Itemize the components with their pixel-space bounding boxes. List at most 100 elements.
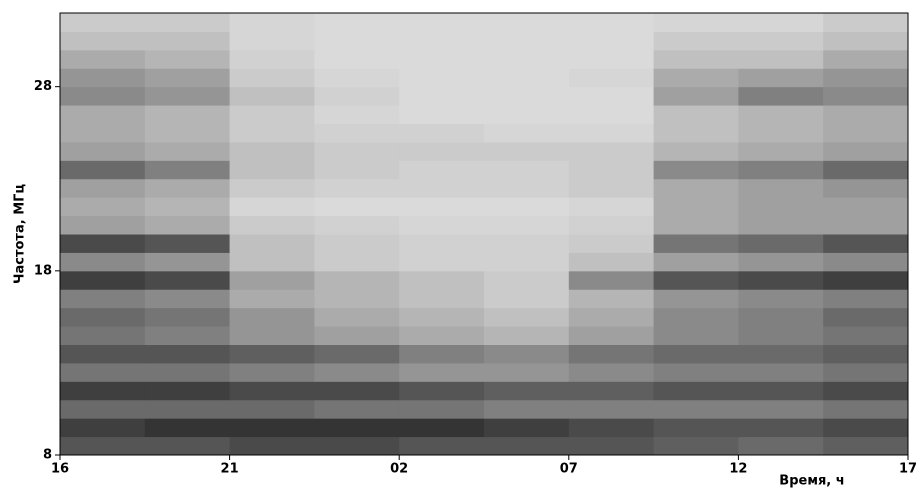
heat-cell xyxy=(230,289,315,308)
x-axis-label: Время, ч xyxy=(779,474,844,489)
heat-cell xyxy=(145,437,230,456)
heat-cell xyxy=(484,50,569,69)
heat-cell xyxy=(738,437,823,456)
heat-cell xyxy=(145,50,230,69)
heat-cell xyxy=(145,124,230,143)
heat-cell xyxy=(399,124,484,143)
heat-cell xyxy=(314,234,399,253)
heat-cell xyxy=(569,252,654,271)
heat-cell xyxy=(314,105,399,124)
heat-cell xyxy=(314,197,399,216)
heat-cell xyxy=(60,437,145,456)
heat-cell xyxy=(823,124,908,143)
heat-cell xyxy=(230,308,315,327)
heat-cell xyxy=(60,234,145,253)
x-tick-label: 17 xyxy=(899,462,917,477)
heat-cell xyxy=(569,87,654,106)
heat-cell xyxy=(484,142,569,161)
heat-cell xyxy=(314,363,399,382)
heat-cell xyxy=(230,105,315,124)
heat-cell xyxy=(569,160,654,179)
y-tick-label: 28 xyxy=(34,79,52,94)
heat-cell xyxy=(569,345,654,364)
heat-cell xyxy=(823,400,908,419)
heat-cell xyxy=(484,437,569,456)
heat-cell xyxy=(145,289,230,308)
heat-cell xyxy=(230,418,315,437)
heat-cell xyxy=(399,308,484,327)
heat-cell xyxy=(484,197,569,216)
heat-cell xyxy=(60,13,145,32)
heat-cell xyxy=(145,197,230,216)
heat-cell xyxy=(484,326,569,345)
heat-cell xyxy=(230,31,315,50)
heat-cell xyxy=(60,345,145,364)
heat-cell xyxy=(823,363,908,382)
heat-cell xyxy=(399,142,484,161)
heat-cell xyxy=(823,345,908,364)
heat-cell xyxy=(654,160,739,179)
heat-cell xyxy=(399,31,484,50)
heat-cell xyxy=(484,105,569,124)
heat-cell xyxy=(738,50,823,69)
heat-cell xyxy=(314,179,399,198)
heat-cell xyxy=(738,381,823,400)
heat-cell xyxy=(60,326,145,345)
heat-cell xyxy=(823,216,908,235)
heat-cell xyxy=(484,271,569,290)
heat-cell xyxy=(484,418,569,437)
heat-cell xyxy=(145,381,230,400)
heat-cell xyxy=(145,160,230,179)
heat-cell xyxy=(569,400,654,419)
heat-cell xyxy=(399,345,484,364)
heat-cell xyxy=(399,160,484,179)
heat-cell xyxy=(654,124,739,143)
heat-cell xyxy=(823,142,908,161)
heat-cell xyxy=(654,418,739,437)
heat-cell xyxy=(145,142,230,161)
heat-cell xyxy=(654,271,739,290)
heat-cell xyxy=(60,308,145,327)
heat-cell xyxy=(823,160,908,179)
heat-cell xyxy=(654,289,739,308)
heat-cell xyxy=(484,234,569,253)
heat-cell xyxy=(738,124,823,143)
heat-cell xyxy=(569,381,654,400)
heat-cell xyxy=(484,345,569,364)
heat-cell xyxy=(484,308,569,327)
heat-cell xyxy=(145,87,230,106)
heat-cell xyxy=(399,216,484,235)
heat-cell xyxy=(484,289,569,308)
heat-cell xyxy=(145,271,230,290)
heat-cell xyxy=(314,289,399,308)
heat-cell xyxy=(484,160,569,179)
x-tick-label: 16 xyxy=(51,462,69,477)
heat-cell xyxy=(399,418,484,437)
heat-cell xyxy=(60,363,145,382)
heat-cell xyxy=(399,105,484,124)
heat-cell xyxy=(738,418,823,437)
heat-cell xyxy=(654,87,739,106)
heat-cell xyxy=(145,179,230,198)
heat-cell xyxy=(738,105,823,124)
heat-cell xyxy=(738,142,823,161)
heat-cell xyxy=(823,418,908,437)
heat-cell xyxy=(145,400,230,419)
heat-cell xyxy=(823,271,908,290)
heat-cell xyxy=(569,142,654,161)
heat-cell xyxy=(230,87,315,106)
heat-cell xyxy=(823,308,908,327)
heat-cell xyxy=(738,31,823,50)
heat-cell xyxy=(738,289,823,308)
heat-cell xyxy=(738,179,823,198)
heat-cell xyxy=(823,437,908,456)
heat-cell xyxy=(654,216,739,235)
heat-cell xyxy=(230,437,315,456)
heat-cell xyxy=(314,345,399,364)
heat-cell xyxy=(314,308,399,327)
heat-cell xyxy=(230,124,315,143)
heat-cell xyxy=(823,105,908,124)
heat-cell xyxy=(654,50,739,69)
heat-cell xyxy=(399,437,484,456)
heat-cell xyxy=(569,105,654,124)
